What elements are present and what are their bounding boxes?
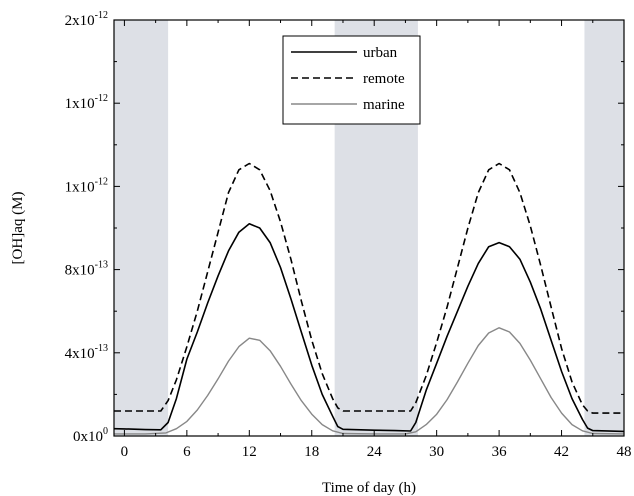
x-tick-label: 12 (242, 444, 257, 460)
series-line-remote (114, 162, 624, 414)
x-axis-label: Time of day (h) (322, 480, 416, 496)
legend-label-marine: marine (363, 97, 405, 113)
legend-box (282, 35, 421, 125)
series-line-urban (113, 223, 625, 433)
y-tick-label: 1x10-12 (65, 176, 108, 195)
night-band-0 (114, 20, 169, 436)
x-tick-label: 6 (183, 444, 191, 460)
x-tick-label: 30 (429, 444, 444, 460)
legend-label-urban: urban (363, 45, 398, 61)
legend: urban remote marine (282, 35, 421, 125)
x-tick-label: 18 (304, 444, 319, 460)
x-tick-label: 42 (554, 444, 569, 460)
x-tick-label: 36 (492, 444, 508, 460)
y-tick-label: 8x10-13 (65, 260, 108, 279)
y-ticks: 0x100 4x10-13 8x10-13 1x10-12 1x10-12 2x10-12 (65, 10, 624, 445)
y-axis-label: [OH]aq (M) (10, 192, 26, 265)
x-tick-label: 24 (367, 444, 383, 460)
y-tick-label: 0x100 (73, 426, 108, 445)
y-tick-label: 1x10-12 (65, 93, 108, 112)
y-tick-label: 2x10-12 (65, 10, 108, 29)
y-tick-label: 4x10-13 (65, 343, 108, 362)
night-band-2 (584, 20, 624, 436)
x-tick-label: 48 (617, 444, 632, 460)
x-tick-label: 0 (121, 444, 129, 460)
legend-label-remote: remote (363, 71, 405, 87)
series-lines (113, 162, 625, 435)
series-line-marine (114, 327, 625, 435)
x-ticks: 0 6 12 18 24 30 36 42 48 (121, 20, 632, 460)
